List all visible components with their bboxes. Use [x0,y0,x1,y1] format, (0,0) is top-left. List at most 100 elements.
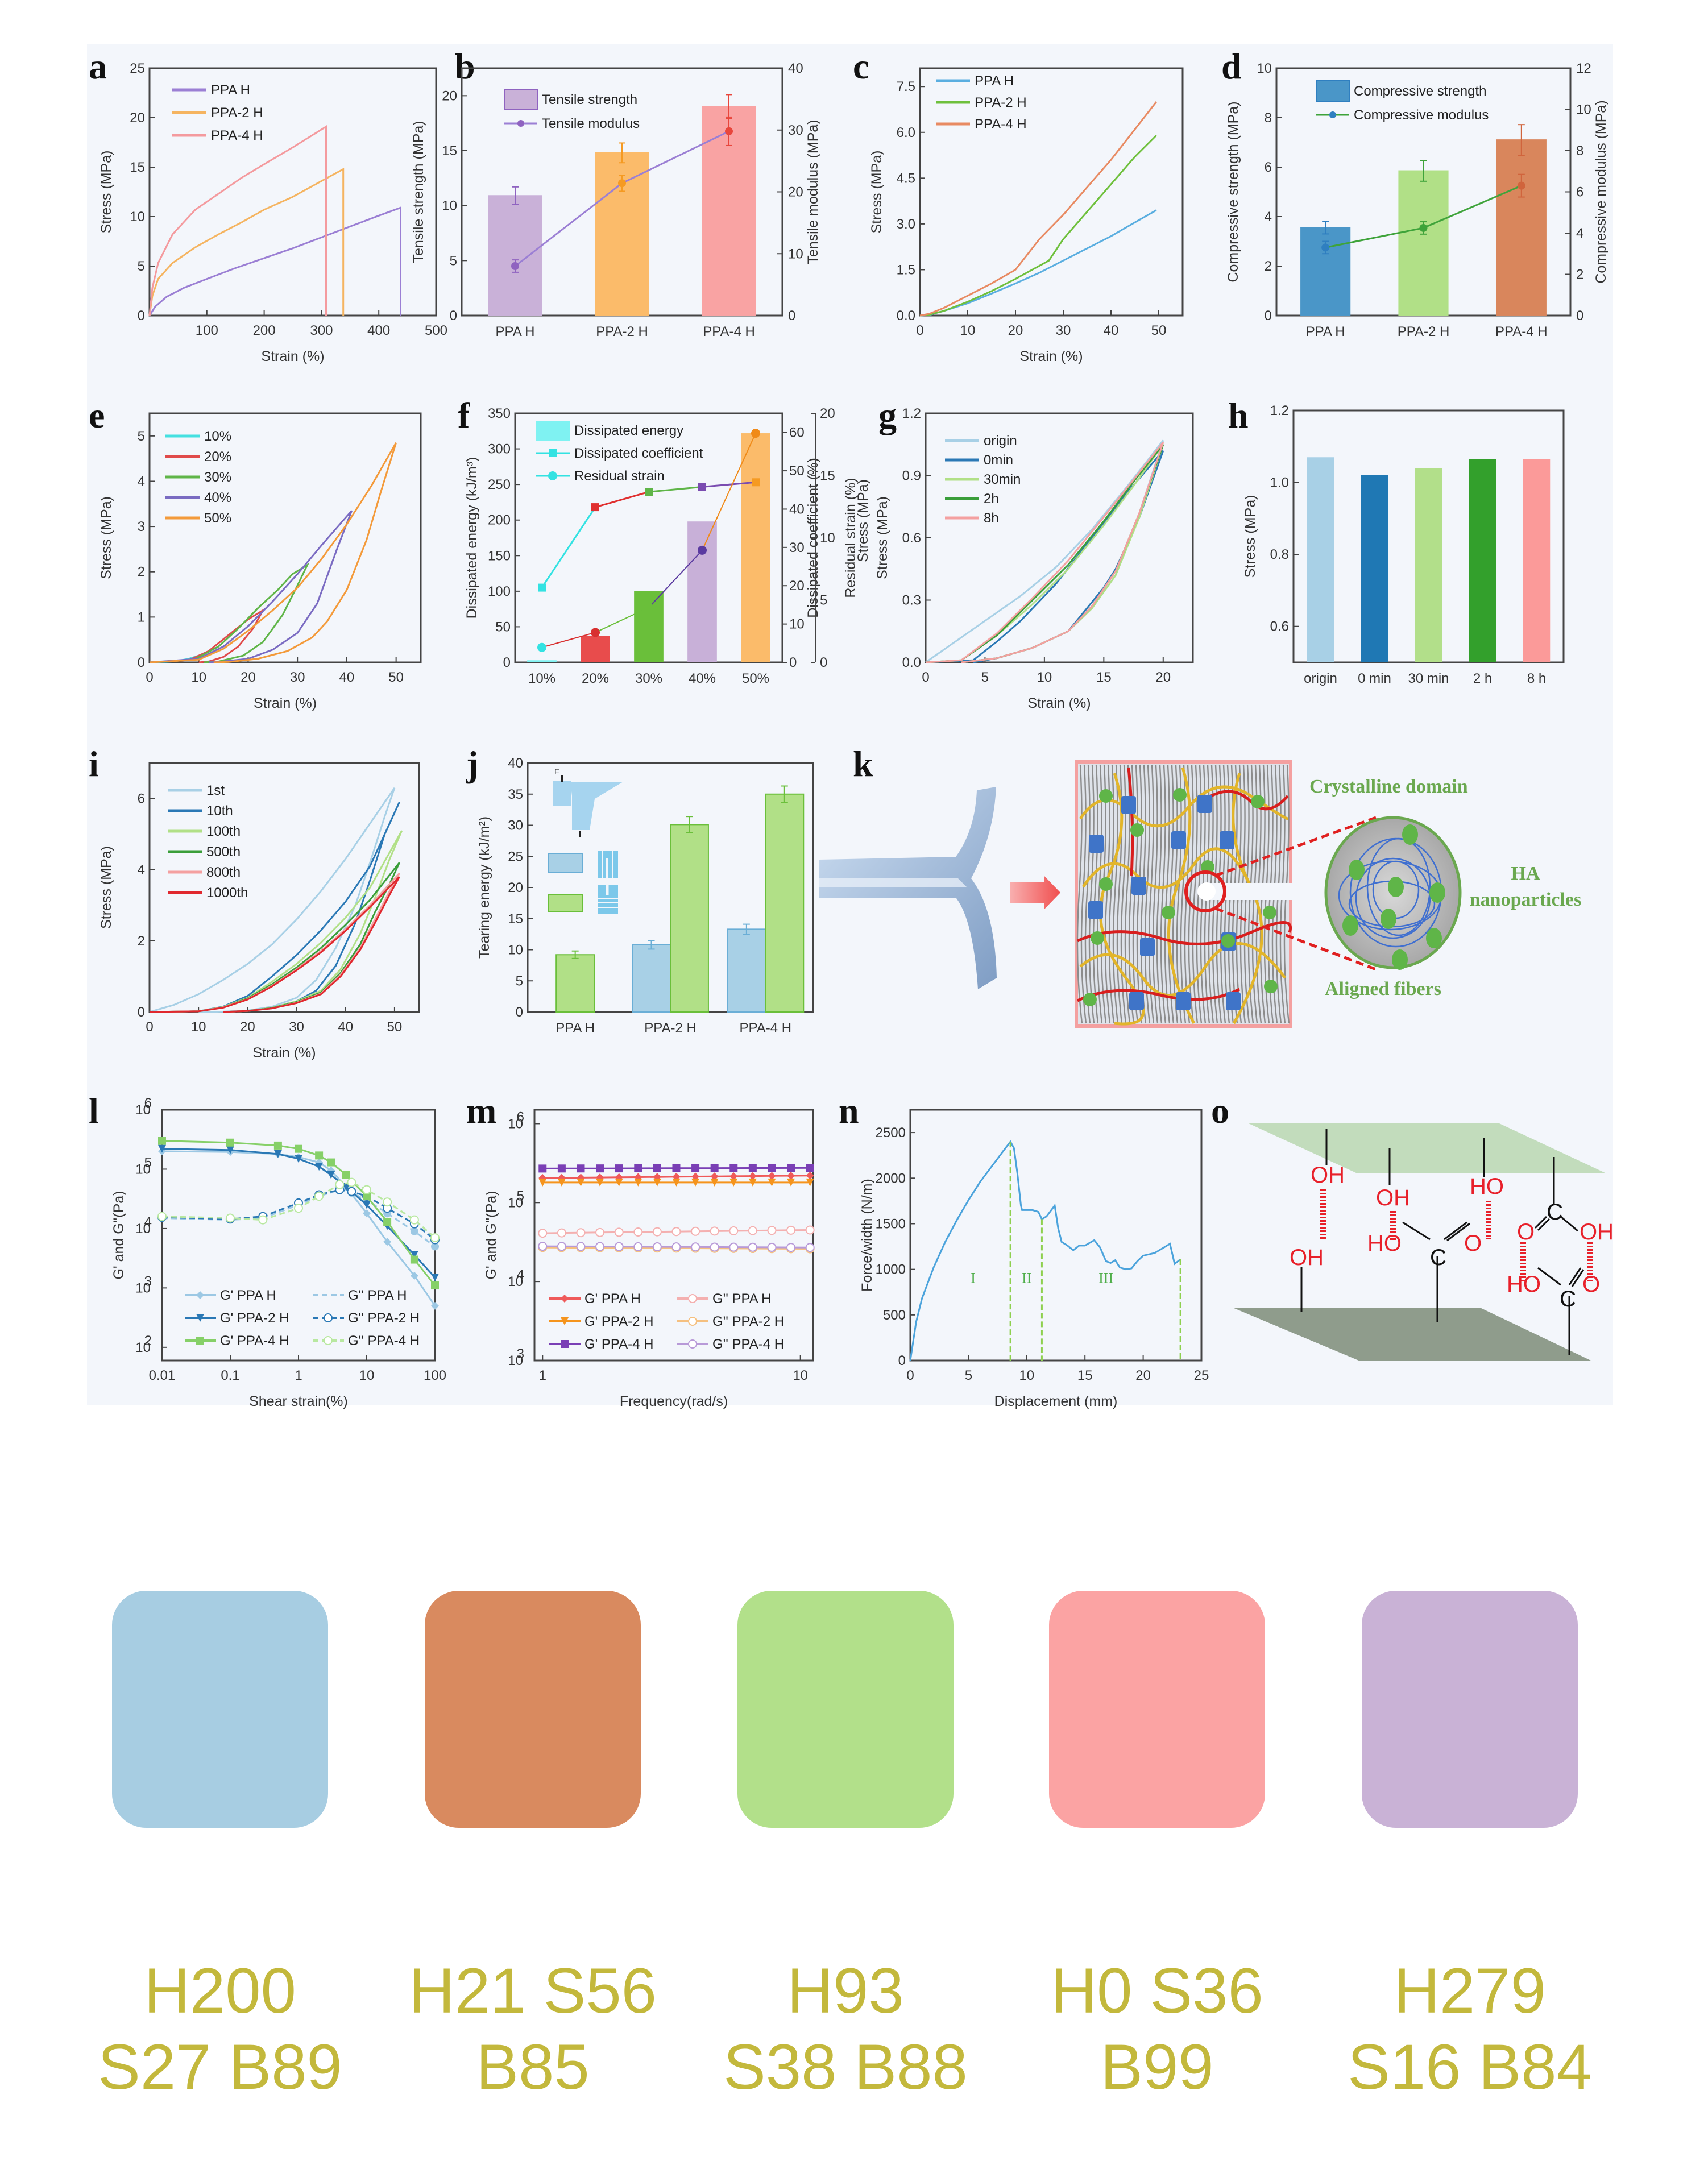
panel-letter-b: b [455,46,475,86]
group-ho-bottom-2: HO [1367,1231,1402,1256]
bar-50% [741,433,770,662]
aligned-fiber-line [1148,764,1155,1024]
marker-square [710,1164,719,1172]
group-o-bottom-3: O [1464,1231,1482,1256]
marker-open-circle [557,1242,566,1251]
swatch-color-1 [112,1591,328,1828]
legend-label: 30% [204,470,231,485]
y-tick-label: 1 [138,609,145,625]
y-tick-label: 10 [508,1353,523,1368]
marker-square [748,1164,757,1172]
y-tick-label: 4 [138,474,145,489]
marker-open-circle [748,1242,757,1252]
marker-diamond [729,1172,738,1180]
marker-open-circle [786,1225,796,1235]
legend-label: Tensile strength [542,92,637,107]
aligned-fiber-line [1108,764,1115,1024]
y-tick-exponent: 4 [144,1214,152,1230]
label-ha: HA [1511,863,1540,884]
marker-open-circle [614,1242,624,1251]
x-tick-label: 0 [146,1019,153,1035]
aligned-fiber-line [1152,764,1159,1024]
x-tick-label: 20 [1155,670,1171,685]
marker-square [557,1164,566,1173]
coef-line-segment [648,486,703,493]
marker-diamond [196,1291,204,1299]
marker-open-circle [805,1243,815,1252]
swatch-color-2 [425,1591,641,1828]
marker-open-circle [324,1336,333,1345]
aligned-fiber-line [1192,764,1199,1024]
marker-open-circle [767,1242,777,1252]
marker-square [634,1164,642,1173]
aligned-fiber-line [1084,764,1091,1024]
y-tick-label: 300 [488,442,511,457]
ring-o-left: O [1517,1220,1535,1245]
chart-d-compressive: 0 2 4 6 8 10 Compressive strength (MPa) Compres… [1225,61,1609,339]
coef-point [645,488,653,496]
marker-open-circle [729,1226,739,1236]
y-tick-exponent: 5 [517,1188,524,1204]
y2-tick-label: 2 [1576,267,1583,283]
x-tick-label: 50 [387,1019,403,1035]
y-tick-label: 20 [130,110,145,126]
legend-label: 2h [984,491,999,507]
swatch-4: H0 S36 B99 [1049,1591,1265,2102]
x-tick-label: 50 [1151,323,1167,338]
marker-triangle [768,1178,776,1187]
y-axis-title: Stress (MPa) [98,496,114,579]
marker-open-circle [710,1226,719,1236]
x-tick-label: 25 [1194,1368,1209,1383]
residual-line-segment [648,550,703,608]
x-tick-label: 50 [388,670,404,685]
legend-label: Dissipated coefficient [574,446,703,461]
swatch-3-hsb-line2: S38 B88 [723,2031,968,2102]
legend-label: G' PPA H [584,1291,641,1306]
marker-square [383,1218,392,1226]
x-category-label: 50% [742,671,769,686]
swatch-1-hsb-line2: S27 B89 [98,2031,342,2102]
legend-label: G' PPA H [220,1288,276,1303]
x-axis-title: Strain (%) [254,695,317,711]
marker-open-circle [595,1242,605,1251]
panel-letter-a: a [89,46,107,86]
force-arrow-top [561,775,563,782]
marker-triangle [710,1178,719,1187]
x-tick-label: 20 [241,670,256,685]
marker-diamond [806,1171,814,1180]
legend-marker [1329,111,1336,118]
chart-c-compression: 0.0 1.5 3.0 4.5 6.0 7.5 0 10 20 30 40 50 Strain (%) S… [869,67,1184,364]
legend-marker [517,120,524,127]
y-tick-label: 2 [1265,259,1272,274]
legend-label: Residual strain [574,468,665,484]
y-tick-exponent: 3 [517,1346,524,1362]
marker-square [295,1144,302,1153]
legend-label: 30min [984,472,1021,487]
legend-label: G'' PPA-2 H [712,1314,784,1329]
marker-triangle [315,1163,324,1171]
y2-tick-label: 30 [789,540,805,555]
marker-square [327,1158,335,1167]
y-tick-label: 500 [883,1308,906,1323]
plot-frame [919,67,1184,317]
marker-square [315,1151,324,1160]
x-tick-label: 10 [191,1019,206,1035]
modulus-point [511,262,519,270]
marker-circle [431,1242,439,1251]
x-tick-label: 0 [922,670,929,685]
legend-label: 500th [206,844,241,860]
y-tick-exponent: 3 [144,1274,152,1289]
swatch-color-4 [1049,1591,1265,1828]
y3-tick-label: 10 [820,530,835,546]
y-tick-label: 0.6 [1270,619,1289,634]
legend-label: Tensile modulus [542,116,640,131]
legend-label: G' PPA-4 H [584,1337,654,1352]
x-axis-title: Strain (%) [252,1045,316,1061]
modulus-point [1419,223,1428,232]
swatch-color-5 [1362,1591,1578,1828]
x-category-label: PPA-2 H [596,324,648,339]
y-tick-label: 0 [138,1005,145,1020]
marker-open-circle [258,1215,268,1225]
y-tick-label: 1.0 [1270,475,1289,491]
